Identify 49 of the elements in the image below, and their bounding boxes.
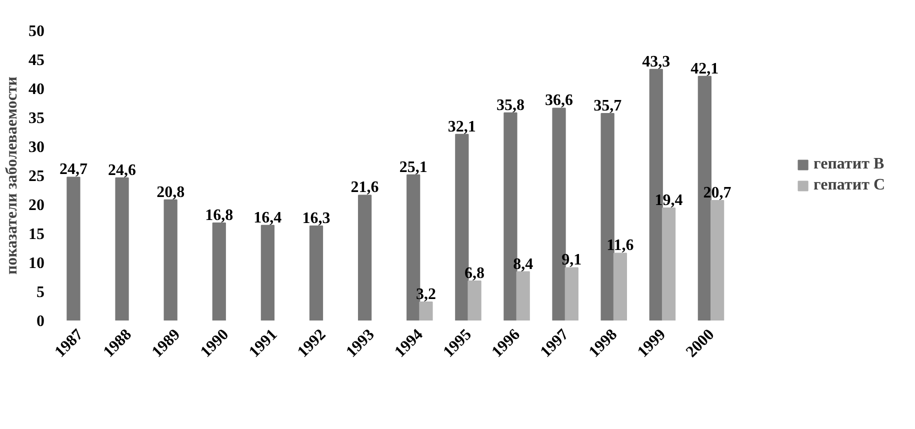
data-label: 42,1: [690, 60, 719, 78]
data-label: 11,6: [606, 237, 634, 254]
bar: [516, 271, 530, 320]
legend-label: гепатит С: [814, 176, 885, 194]
data-label: 16,3: [302, 210, 330, 227]
data-label: 36,6: [545, 92, 574, 110]
bar: [212, 222, 226, 320]
bar: [710, 200, 724, 320]
data-label: 21,6: [350, 179, 379, 196]
data-label: 16,8: [205, 207, 234, 224]
bar: [468, 280, 482, 320]
data-label: 24,7: [59, 161, 88, 178]
y-tick-label: 10: [28, 255, 44, 272]
data-label: 3,2: [416, 286, 436, 303]
data-label: 24,6: [108, 162, 136, 179]
bar: [309, 225, 324, 320]
bar: [613, 252, 628, 320]
data-label: 32,1: [448, 118, 476, 136]
y-tick-label: 35: [28, 110, 44, 127]
y-tick-label: 5: [36, 284, 44, 301]
bar: [662, 207, 676, 320]
y-tick-label: 20: [28, 197, 44, 214]
data-label: 25,1: [399, 158, 428, 176]
y-tick-label: 45: [28, 52, 44, 69]
data-label: 6,8: [464, 265, 485, 282]
bar: [260, 224, 274, 320]
bar: [419, 301, 433, 320]
y-tick-label: 0: [36, 313, 44, 330]
y-tick-label: 50: [28, 23, 44, 40]
data-label: 20,7: [703, 184, 732, 202]
data-label: 16,4: [254, 209, 282, 226]
bar: [164, 199, 178, 320]
bar: [564, 267, 578, 320]
bar: [115, 177, 129, 320]
y-axis-title: показатели заболеваемости: [4, 76, 20, 275]
y-tick-label: 25: [28, 168, 44, 185]
legend-label: гепатит В: [814, 156, 884, 174]
data-label: 19,4: [654, 192, 683, 209]
y-tick-label: 30: [28, 139, 44, 156]
data-label: 35,7: [594, 97, 622, 114]
data-label: 35,8: [496, 96, 524, 114]
data-label: 9,1: [562, 252, 582, 269]
data-label: 8,4: [513, 256, 534, 273]
bar: [66, 176, 80, 320]
y-tick-label: 40: [28, 81, 44, 98]
data-label: 20,8: [156, 184, 185, 201]
bar: [358, 194, 372, 320]
data-label: 43,3: [642, 53, 670, 70]
y-tick-label: 15: [28, 226, 44, 243]
